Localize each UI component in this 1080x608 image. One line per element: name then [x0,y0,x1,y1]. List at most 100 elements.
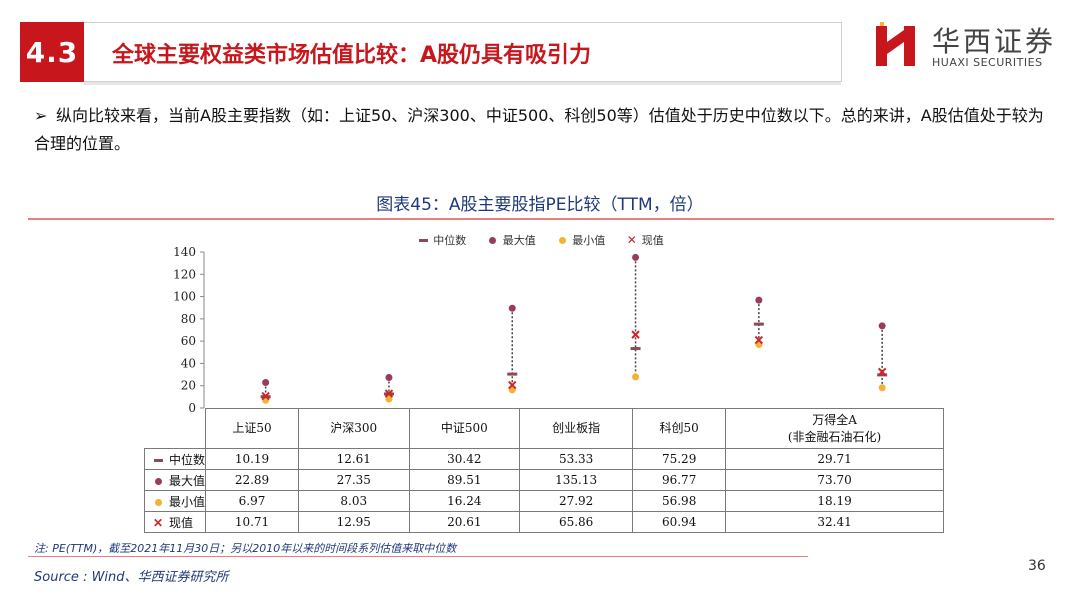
logo-name-cn: 华西证券 [932,25,1057,58]
row-label-median-text: 中位数 [169,452,206,467]
logo-name-en: HUAXI SECURITIES [932,56,1043,69]
table-cell: 96.77 [632,469,727,491]
col-header-hs300: 沪深300 [297,408,410,449]
table-cell: 16.24 [408,490,521,512]
median-dash-icon [153,458,163,462]
col-header-wind-a: 万得全A (非金融石油石化) [725,408,944,449]
legend-label-max: 最大值 [502,234,536,247]
table-cell: 8.03 [297,490,410,512]
table-cell: 10.19 [205,448,299,470]
current-point [508,380,517,390]
current-point [261,391,270,401]
table-cell: 6.97 [205,490,299,512]
current-x-icon: ✕ [152,515,164,530]
y-tick-label: 0 [188,401,196,412]
table-cell: 32.41 [725,511,944,533]
min-point [385,395,393,403]
table-cell: 27.92 [519,490,634,512]
max-dot-icon [489,237,497,244]
y-tick-label: 80 [181,312,196,326]
source-divider [28,556,808,557]
min-point [878,384,886,392]
table-corner [144,408,207,449]
legend-label-current: 现值 [641,234,664,247]
summary-text: 纵向比较来看，当前A股主要指数（如：上证50、沪深300、中证500、科创50等… [34,106,1044,153]
row-label-current-text: 现值 [169,515,194,530]
col-header-sz50: 上证50 [205,408,299,449]
source-line: Source : Wind、华西证券研究所 [34,570,229,585]
legend-label-min: 最小值 [572,234,606,247]
title-divider [28,218,1054,220]
table-cell: 60.94 [632,511,727,533]
max-dot-icon [154,477,162,485]
legend-item-max: 最大值 [486,232,536,248]
table-cell: 30.42 [408,448,521,470]
y-tick-label: 20 [181,379,196,393]
table-header-row: 上证50 沪深300 中证500 创业板指 科创50 万得全A (非金融石油石化… [144,408,944,449]
table-cell: 12.95 [297,511,410,533]
legend-item-min: 最小值 [555,232,605,248]
table-cell: 89.51 [408,469,521,491]
col-header-cyb: 创业板指 [519,408,634,449]
page-number: 36 [1028,558,1046,574]
pe-range-chart: 0 20 40 60 80 100 120 140 [173,245,888,412]
section-number-badge: 4.3 [20,22,84,82]
row-label-min: 最小值 [143,490,207,512]
chart-legend: 中位数 最大值 最小值 ✕ 现值 [0,232,1080,248]
legend-item-median: 中位数 [416,232,466,248]
y-tick-label: 40 [181,356,196,370]
col-header-wind-a-line1: 万得全A [812,412,857,427]
y-tick-label: 120 [173,267,196,281]
table-cell: 10.71 [205,511,299,533]
y-tick-label: 140 [173,245,196,259]
max-point [755,296,763,304]
legend-item-current: ✕ 现值 [625,232,664,248]
chart-title: 图表45：A股主要股指PE比较（TTM，倍） [376,195,704,215]
y-tick-label: 60 [181,334,196,348]
median-dash-icon [418,239,428,242]
table-cell: 27.35 [297,469,410,491]
current-point [384,389,394,398]
y-tick-label: 100 [173,290,196,304]
table-row-median: 中位数 10.19 12.61 30.42 53.33 75.29 29.71 [143,448,944,470]
table-cell: 12.61 [297,448,410,470]
row-label-max: 最大值 [143,469,207,491]
current-point [631,330,640,339]
huaxi-logo-icon [876,22,915,66]
table-cell: 22.89 [205,469,299,491]
table-cell: 18.19 [725,490,944,512]
table-row-min: 最小值 6.97 8.03 16.24 27.92 56.98 18.19 [143,490,944,512]
chart-note: 注: PE(TTM)，截至2021年11月30日；另以2010年以来的时间段系列… [34,542,457,555]
min-dot-icon [154,498,162,506]
table-row-current: ✕ 现值 10.71 12.95 20.61 65.86 60.94 32.41 [143,511,944,533]
table-cell: 20.61 [408,511,521,533]
current-point [754,335,764,345]
row-label-max-text: 最大值 [169,473,206,488]
min-dot-icon [558,237,566,244]
max-point [262,378,270,386]
bullet-arrow-icon: ➢ [34,106,48,125]
min-point [632,373,640,381]
table-cell: 29.71 [725,448,944,470]
table-row-max: 最大值 22.89 27.35 89.51 135.13 96.77 73.70 [143,469,944,491]
col-header-wind-a-line2: (非金融石油石化) [787,429,882,444]
table-cell: 65.86 [519,511,634,533]
pe-data-table: 上证50 沪深300 中证500 创业板指 科创50 万得全A (非金融石油石化… [143,408,944,533]
table-cell: 53.33 [519,448,634,470]
current-point [877,367,887,377]
page-title: 全球主要权益类市场估值比较：A股仍具有吸引力 [112,43,592,68]
title-bar: 全球主要权益类市场估值比较：A股仍具有吸引力 [84,22,842,85]
table-cell: 135.13 [519,469,634,491]
table-cell: 56.98 [632,490,727,512]
legend-label-median: 中位数 [433,234,467,247]
max-point [385,374,393,382]
row-label-min-text: 最小值 [169,494,206,509]
current-x-icon: ✕ [626,232,637,247]
row-label-current: ✕ 现值 [143,511,207,533]
col-header-zz500: 中证500 [408,408,521,449]
max-point [878,322,886,330]
row-label-median: 中位数 [143,448,207,470]
max-point [508,304,516,312]
max-point [632,253,640,261]
col-header-kc50: 科创50 [632,408,727,449]
